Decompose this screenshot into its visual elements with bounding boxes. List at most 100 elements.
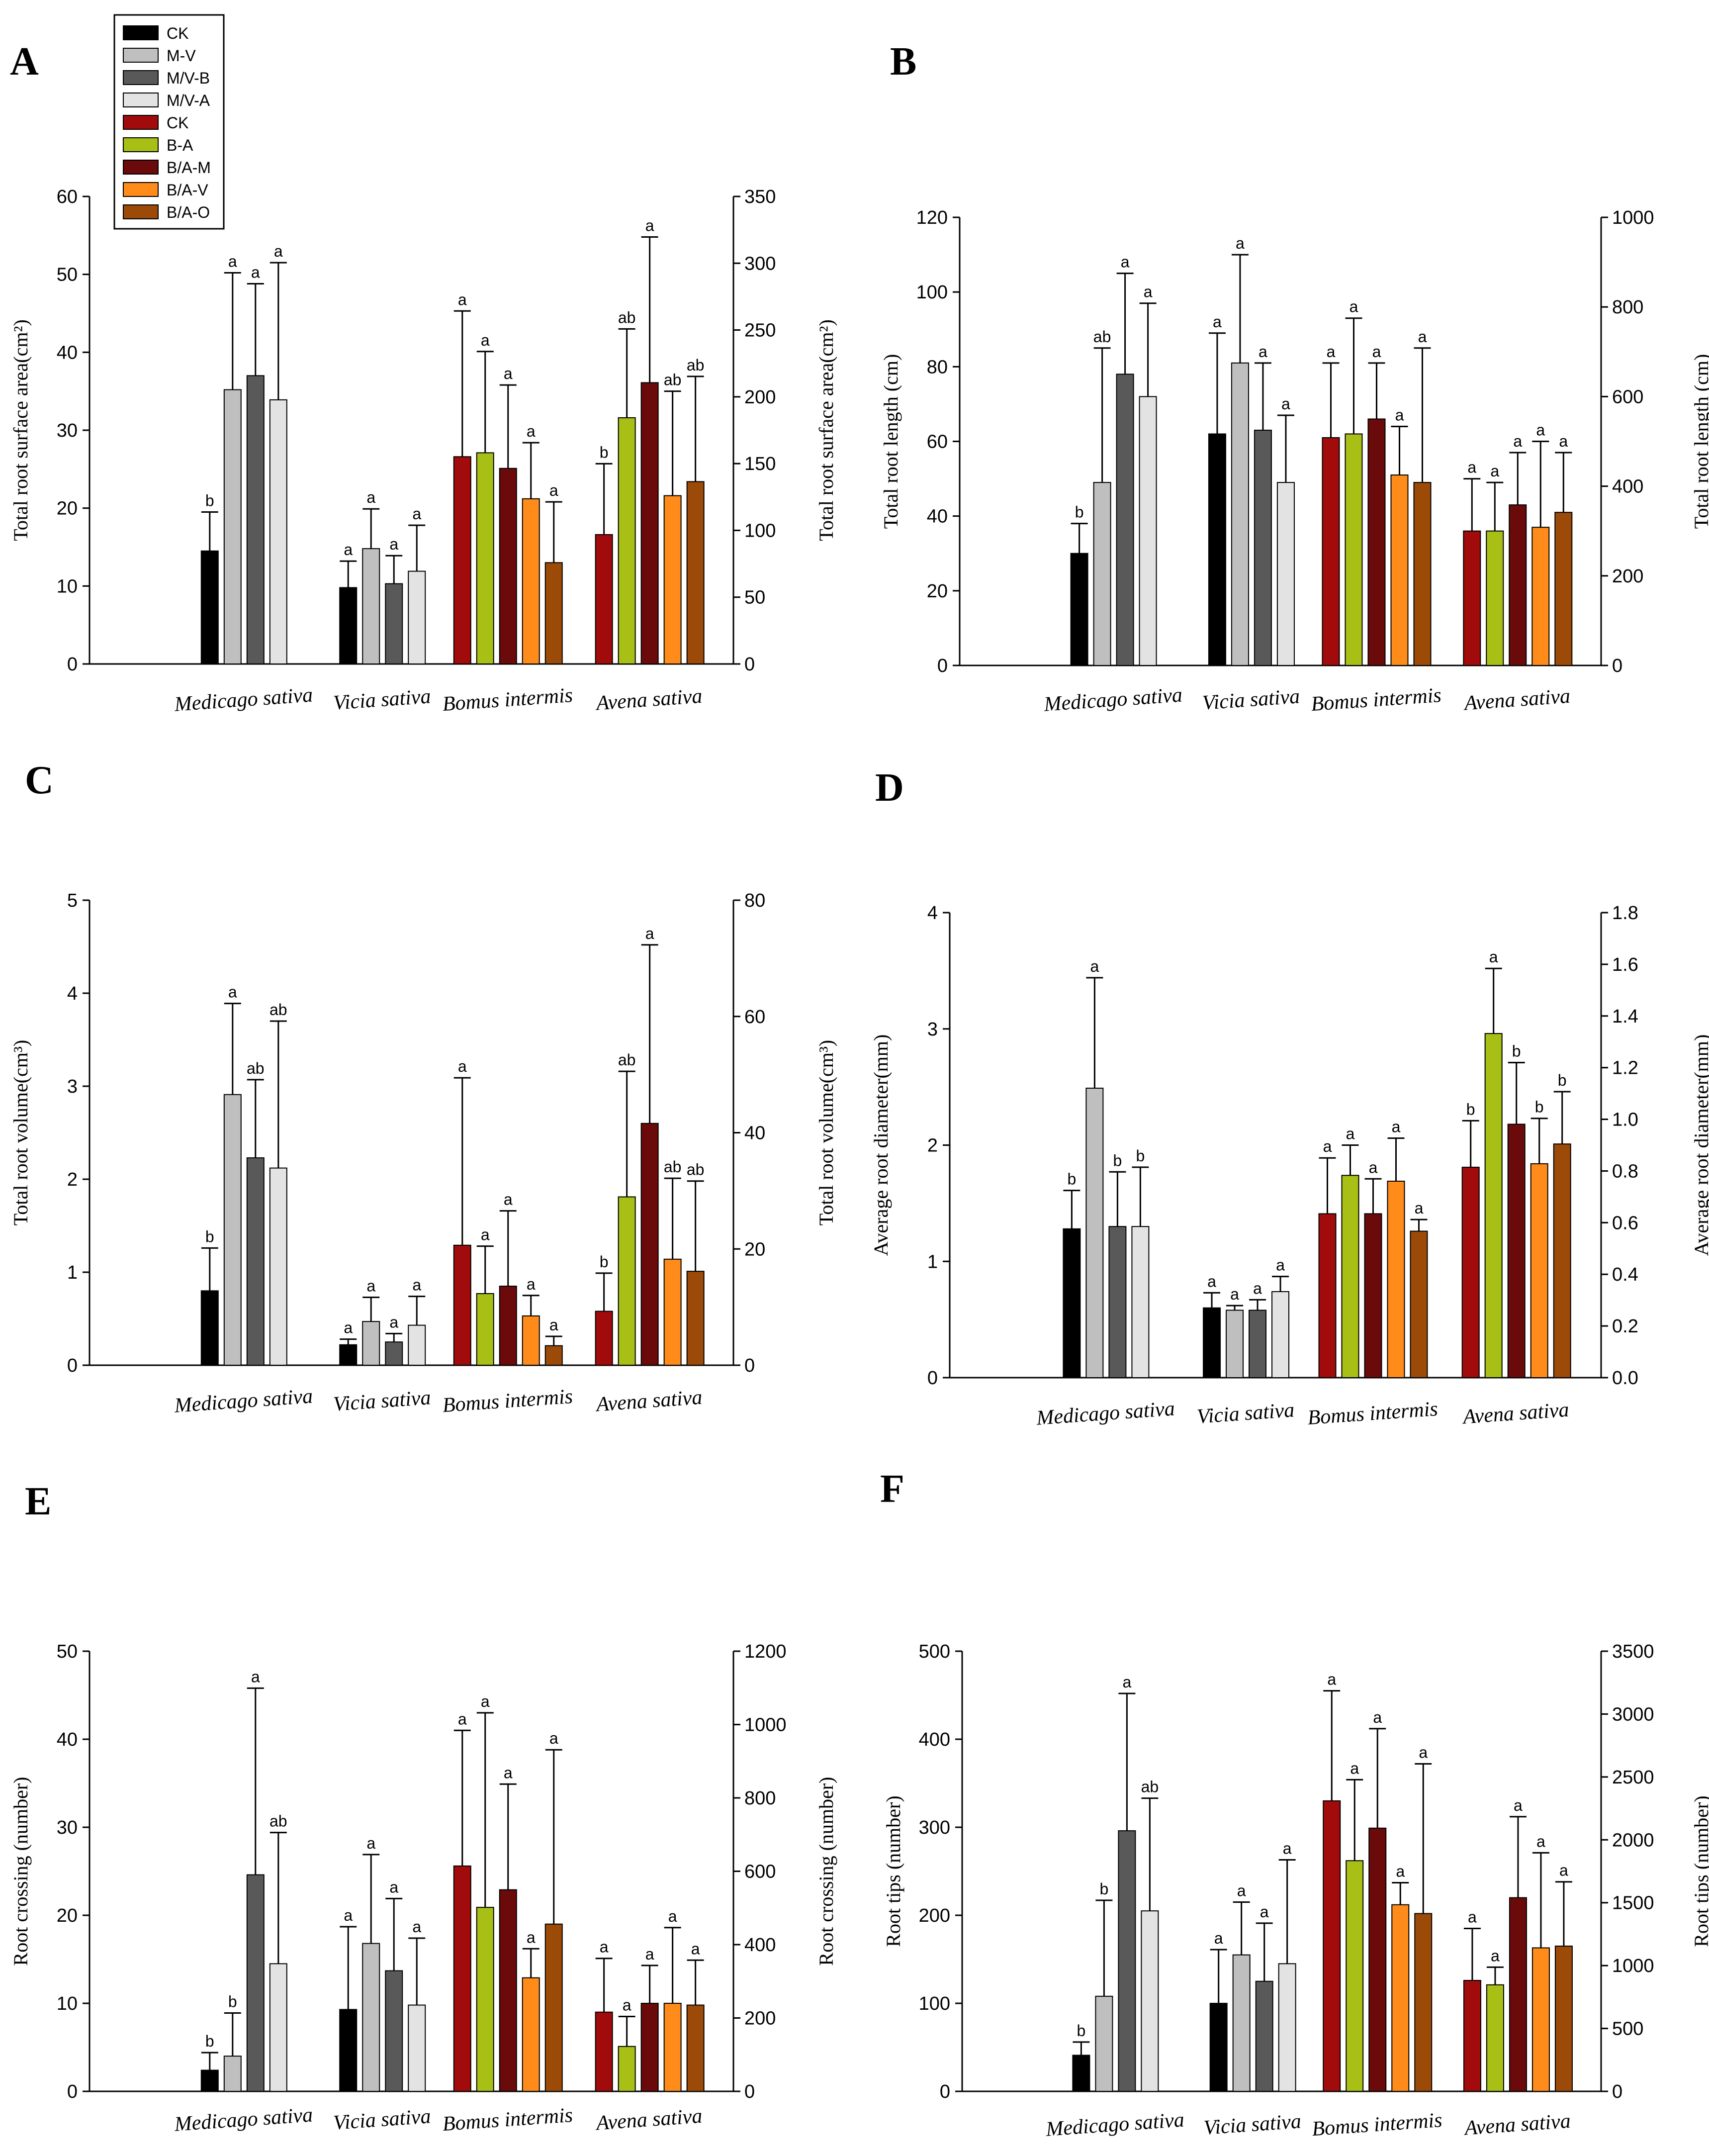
bar-b-a-m	[1368, 1827, 1387, 2092]
bar-ck	[453, 1865, 471, 2092]
significance-letter: a	[549, 1316, 558, 1334]
bar-b-a-v	[1391, 1904, 1410, 2092]
significance-letter: a	[366, 1277, 375, 1295]
y-tick-label-left: 400	[919, 1729, 950, 1750]
y-tick-label-right: 0	[744, 2081, 755, 2102]
bar-ck	[1203, 1307, 1221, 1378]
y-tick-label-right: 600	[1612, 386, 1643, 407]
significance-letter: b	[600, 1253, 609, 1271]
bar-b-a	[476, 452, 494, 665]
significance-letter: b	[228, 1992, 237, 2010]
significance-letter: a	[1207, 1272, 1216, 1290]
significance-letter: a	[1346, 1125, 1355, 1143]
significance-letter: a	[1415, 1199, 1424, 1217]
significance-letter: a	[1392, 1118, 1401, 1135]
significance-letter: a	[228, 253, 237, 271]
category-label: Vicia sativa	[1196, 1399, 1295, 1428]
y-tick-label-right: 300	[744, 253, 776, 274]
significance-letter: b	[205, 492, 214, 510]
bar-b-a-v	[1530, 1163, 1548, 1378]
significance-letter: a	[527, 1928, 536, 1946]
significance-letter: a	[1559, 432, 1568, 450]
y-axis-label-left: Average root diameter(mm)	[870, 1034, 892, 1256]
significance-letter: a	[1490, 462, 1499, 480]
significance-letter: a	[623, 1996, 631, 2014]
category-label: Avena sativa	[594, 1386, 703, 1416]
bar-m-v	[1093, 482, 1111, 666]
category-label: Medicago sativa	[1043, 683, 1183, 716]
bar-b-a-o	[686, 1271, 705, 1366]
significance-letter: a	[1395, 406, 1404, 424]
y-tick-label-left: 20	[57, 1905, 78, 1926]
significance-letter: a	[1536, 1832, 1545, 1850]
bar-ck	[595, 1311, 613, 1366]
category-label: Medicago sativa	[1045, 2108, 1185, 2141]
significance-letter: a	[1144, 283, 1153, 301]
significance-letter: a	[1489, 948, 1498, 966]
significance-letter: a	[1559, 1862, 1568, 1879]
legend-label: M/V-B	[167, 69, 210, 87]
significance-letter: a	[549, 1729, 558, 1747]
y-axis-label-right: Total root surface area(cm²)	[815, 319, 837, 541]
panel-letter: A	[10, 40, 39, 84]
category-label: Bomus intermis	[442, 684, 573, 716]
bar-b-a	[476, 1293, 494, 1366]
y-tick-label-left: 300	[919, 1817, 950, 1838]
bar-b-a-v	[1531, 527, 1550, 666]
bar-m-v	[1231, 362, 1249, 666]
y-tick-label-right: 1.6	[1612, 954, 1638, 975]
bar-m-v	[1232, 1954, 1251, 2092]
significance-letter: b	[600, 443, 609, 461]
bar-ck	[595, 2011, 613, 2092]
significance-letter: ab	[618, 308, 636, 326]
category-label: Avena sativa	[594, 2105, 703, 2135]
significance-letter: a	[274, 242, 283, 260]
y-tick-label-left: 30	[57, 420, 78, 441]
y-tick-label-left: 0	[67, 2081, 78, 2102]
significance-letter: a	[1373, 1708, 1382, 1726]
y-tick-label-left: 0	[67, 1355, 78, 1376]
bar-b-a	[1486, 530, 1504, 666]
category-label: Avena sativa	[1462, 2110, 1571, 2140]
bar-b-a	[618, 417, 636, 665]
y-tick-label-right: 0	[744, 654, 755, 675]
y-tick-label-left: 80	[927, 357, 948, 377]
category-label: Bomus intermis	[442, 1385, 573, 1417]
legend-label: B/A-O	[167, 203, 210, 221]
legend-swatch	[123, 93, 159, 107]
significance-letter: b	[1075, 503, 1084, 521]
category-label: Bomus intermis	[442, 2104, 573, 2136]
legend-label: CK	[167, 24, 188, 42]
bar-ck	[1463, 1979, 1481, 2092]
y-tick-label-left: 0	[940, 2081, 950, 2102]
significance-letter: ab	[664, 1158, 682, 1176]
y-axis-label-left: Total root surface area(cm²)	[9, 319, 32, 541]
significance-letter: a	[1260, 1903, 1269, 1921]
significance-letter: a	[1350, 1759, 1359, 1777]
bar-b-a-m	[1367, 418, 1386, 666]
bar-ck	[1072, 2055, 1090, 2092]
legend: CK M-V M/V-B M/V-A CK B-A B/A-M B/A-V B/A-O	[113, 14, 225, 230]
bar-b-a-v	[663, 2003, 682, 2092]
bar-ck	[1209, 2003, 1228, 2092]
bar-b-a-o	[1553, 1143, 1571, 1379]
bar-b-a-m	[640, 382, 659, 664]
y-tick-label-right: 500	[1612, 2019, 1643, 2040]
significance-letter: b	[205, 2032, 214, 2050]
bar-m-v-b	[1108, 1226, 1127, 1378]
y-tick-label-left: 0	[927, 1368, 938, 1389]
bar-b-a-o	[544, 1345, 563, 1366]
y-tick-label-left: 50	[57, 1641, 78, 1662]
y-tick-label-left: 500	[919, 1641, 950, 1662]
significance-letter: a	[1372, 343, 1381, 361]
panel-letter: F	[880, 1467, 904, 1511]
significance-letter: ab	[247, 1059, 265, 1077]
legend-swatch	[123, 204, 159, 219]
significance-letter: a	[1536, 421, 1545, 439]
category-label: Bomus intermis	[1310, 684, 1442, 716]
bar-m-v	[362, 548, 380, 664]
y-tick-label-right: 200	[744, 2008, 776, 2029]
significance-letter: a	[1396, 1863, 1405, 1880]
significance-letter: a	[1213, 313, 1222, 331]
bar-m-v	[223, 389, 242, 664]
